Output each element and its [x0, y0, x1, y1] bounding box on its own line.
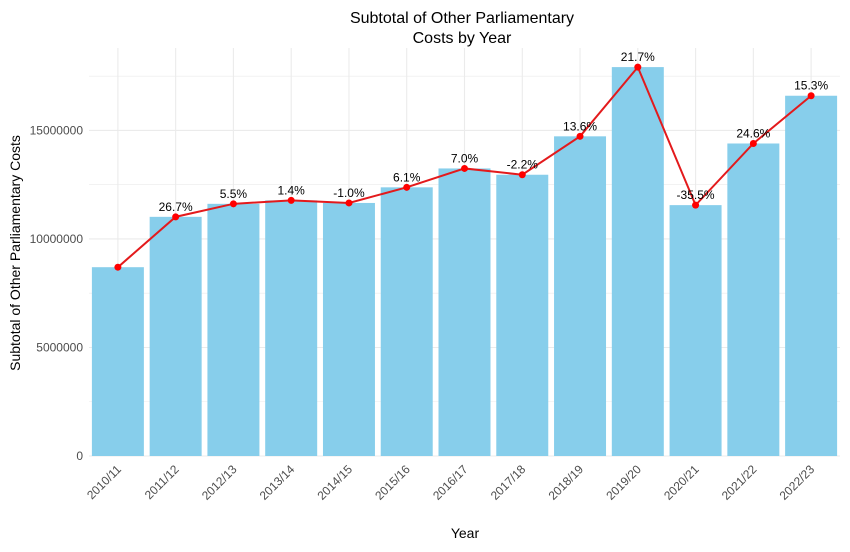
chart-title-line-1: Subtotal of Other Parliamentary	[350, 10, 574, 27]
bar	[611, 67, 664, 456]
data-point	[634, 63, 642, 71]
data-label: 7.0%	[451, 151, 479, 165]
data-point	[461, 164, 468, 172]
chart-title-line-2: Costs by Year	[413, 30, 512, 47]
data-point	[287, 196, 295, 204]
bar	[207, 203, 260, 456]
x-tick-label: 2021/22	[719, 462, 760, 503]
labels-layer: 26.7% 5.5% 1.4% -1.0% 6.1% 7.0% -2.2% 13.6% 21.7…	[159, 50, 829, 214]
data-label: 13.6%	[563, 119, 597, 133]
x-tick-label: 2010/11	[84, 462, 124, 502]
data-label: 24.6%	[736, 126, 770, 140]
x-tick-label: 2013/14	[257, 462, 298, 503]
data-label: 21.7%	[621, 50, 655, 64]
bars-layer	[91, 67, 838, 457]
bar	[322, 202, 375, 456]
points-layer	[114, 63, 815, 271]
data-label: 6.1%	[393, 170, 421, 184]
data-label: -1.0%	[333, 186, 365, 200]
data-point	[403, 183, 411, 191]
data-point	[229, 200, 237, 208]
x-tick-label: 2019/20	[603, 462, 644, 503]
data-point	[576, 132, 584, 140]
bar	[727, 143, 780, 456]
bar	[380, 187, 433, 457]
data-label: 26.7%	[159, 200, 193, 214]
data-label: 15.3%	[794, 79, 828, 93]
x-tick-label: 2011/12	[142, 462, 182, 502]
y-tick-label: 0	[76, 449, 83, 463]
x-tick-label: 2012/13	[199, 462, 240, 503]
data-point	[807, 92, 815, 100]
data-label: 1.4%	[278, 183, 306, 197]
data-point	[749, 139, 757, 147]
data-point	[114, 263, 122, 271]
data-point	[692, 201, 700, 209]
bar	[785, 95, 838, 456]
y-tick-label: 10000000	[30, 232, 84, 246]
bar	[554, 136, 607, 457]
bar	[91, 267, 144, 456]
bar	[149, 216, 202, 456]
y-axis: 0 5000000 10000000 15000000	[30, 123, 84, 463]
data-label: 5.5%	[220, 187, 248, 201]
data-label: -2.2%	[507, 158, 539, 172]
bar	[265, 200, 318, 456]
x-axis-title: Year	[451, 525, 480, 541]
data-point	[518, 171, 526, 179]
bar	[438, 168, 491, 456]
x-tick-label: 2015/16	[372, 462, 413, 503]
data-point	[172, 213, 180, 221]
x-axis: 2010/11 2011/12 2012/13 2013/14 2014/15 2015/…	[84, 462, 817, 503]
x-tick-label: 2018/19	[546, 462, 587, 503]
x-tick-label: 2016/17	[430, 462, 471, 503]
x-tick-label: 2014/15	[315, 462, 356, 503]
y-tick-label: 15000000	[30, 123, 84, 137]
data-point	[345, 199, 353, 207]
bar	[496, 174, 549, 457]
data-label: -35.5%	[677, 188, 715, 202]
bar	[669, 205, 722, 456]
x-tick-label: 2022/23	[777, 462, 818, 503]
y-tick-label: 5000000	[36, 340, 83, 354]
x-tick-label: 2017/18	[488, 462, 529, 503]
x-tick-label: 2020/21	[661, 462, 702, 503]
y-axis-title: Subtotal of Other Parliamentary Costs	[7, 135, 23, 371]
